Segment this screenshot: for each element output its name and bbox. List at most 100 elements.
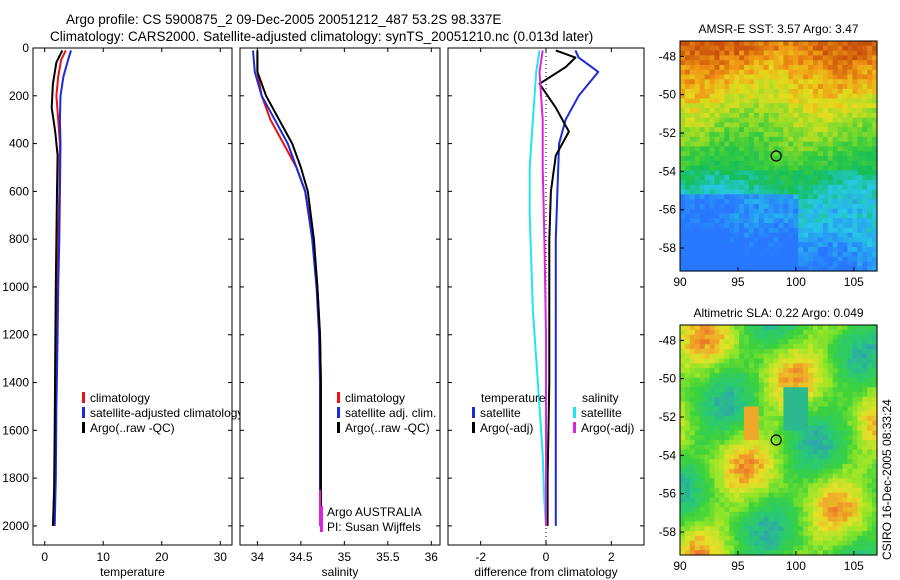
sla_map-cell — [724, 535, 730, 542]
sst_map-cell — [842, 256, 849, 263]
sst_map-cell — [788, 237, 794, 243]
sst_map-cell — [847, 74, 853, 80]
sst_map-cell — [798, 175, 804, 181]
sla_map-cell — [847, 502, 853, 508]
sst_map-cell — [709, 132, 716, 138]
sst_map-cell — [778, 208, 785, 215]
sst_map-cell — [862, 122, 868, 128]
sst_map-cell — [758, 199, 765, 205]
sla_map-cell — [817, 511, 824, 518]
sla_map-cell — [734, 487, 740, 494]
sst_map-cell — [812, 84, 819, 90]
sst_map-cell — [699, 146, 706, 152]
sst_map-cell — [680, 199, 686, 205]
sla_map-cell — [709, 463, 716, 470]
sla_map-cell — [699, 526, 706, 532]
sla_map-cell — [748, 411, 755, 417]
sla_map-cell — [694, 531, 701, 537]
sst_map-cell — [803, 93, 809, 100]
sla_map-cell — [704, 478, 711, 484]
sst_map-cell — [798, 151, 804, 157]
sst_map-cell — [729, 122, 735, 128]
sst_map-cell — [812, 218, 819, 224]
sst_map-cell — [872, 50, 878, 56]
sla_map-cell — [788, 535, 794, 542]
sla_map-cell — [734, 459, 740, 465]
sst_map-cell — [793, 156, 799, 162]
sla_map-cell — [862, 363, 868, 369]
sst_map-cell — [734, 261, 740, 267]
sla_map-cell — [827, 550, 834, 556]
sla_map-title: Altimetric SLA: 0.22 Argo: 0.049 — [693, 306, 863, 320]
sst_map-cell — [847, 247, 853, 253]
sst_map-cell — [704, 108, 711, 114]
sla_map-cell — [803, 507, 809, 513]
sst_map-cell — [783, 146, 789, 152]
sst_map-cell — [729, 247, 735, 253]
sst_map-cell — [803, 223, 809, 229]
sla_map-cell — [812, 348, 819, 355]
sla_map-cell — [808, 339, 814, 345]
sst_map-cell — [817, 141, 824, 148]
sst_map-cell — [748, 88, 755, 95]
sst_map-cell — [773, 84, 780, 90]
sla_map-cell — [734, 372, 740, 379]
sla_map-cell — [719, 550, 725, 556]
sla_map-cell — [842, 329, 849, 336]
sla_map-cell — [867, 545, 873, 551]
sla_map-cell — [724, 550, 730, 556]
sst_map-cell — [857, 136, 863, 143]
sla_map-cell — [744, 459, 750, 465]
sla_map-cell — [862, 325, 868, 331]
sla_map-cell — [798, 535, 804, 542]
sst_map-cell — [704, 170, 711, 176]
sst_map-cell — [724, 127, 730, 133]
sst_map-cell — [709, 242, 716, 248]
sla_map-cell — [822, 401, 829, 408]
sla_map-cell — [788, 392, 794, 398]
sla_map-cell — [680, 449, 686, 455]
sst_map-cell — [729, 132, 735, 138]
sst_map-cell — [778, 256, 785, 263]
sst_map-cell — [788, 50, 794, 56]
sst_map-cell — [778, 108, 785, 114]
sst_map-cell — [729, 88, 735, 95]
diff-temperature-legend-title: temperature — [481, 391, 546, 405]
sla_map-cell — [729, 487, 735, 494]
sst_map-cell — [798, 203, 804, 210]
sst_map-cell — [852, 60, 858, 66]
sla_map-cell — [803, 440, 809, 446]
sst_map-cell — [847, 45, 853, 52]
sla_map-cell — [694, 463, 701, 470]
sst_map-cell — [748, 203, 755, 210]
sla_map-cell — [822, 348, 829, 355]
sla_map-cell — [729, 521, 735, 527]
sla_map-cell — [798, 492, 804, 499]
sla_map-cell — [808, 430, 814, 436]
sla_map-cell — [793, 545, 799, 551]
sst_map-cell — [783, 45, 789, 52]
sst_map-cell — [822, 103, 829, 109]
sla_map-cell — [793, 535, 799, 542]
map-y-tick-label: -52 — [659, 410, 677, 424]
sla_map-cell — [758, 540, 765, 547]
sla_map-cell — [857, 325, 863, 331]
sst_map-cell — [812, 261, 819, 267]
sst_map-cell — [680, 98, 686, 104]
sla_map-cell — [739, 430, 745, 436]
sst_map-cell — [763, 184, 770, 191]
sst_map-cell — [699, 132, 706, 138]
sst_map-cell — [684, 141, 691, 148]
sst_map-cell — [812, 227, 819, 234]
sla_map-cell — [714, 468, 720, 475]
sst_map-cell — [847, 84, 853, 90]
sla_map-cell — [817, 535, 824, 542]
sla_map-cell — [748, 492, 755, 499]
sst_map-cell — [793, 223, 799, 229]
sla_map-cell — [817, 507, 824, 513]
sst_map-cell — [719, 194, 725, 200]
sla_map-cell — [689, 430, 696, 436]
sst_map-cell — [788, 194, 794, 200]
sst_map-cell — [680, 103, 686, 109]
sst_map-cell — [729, 112, 735, 119]
